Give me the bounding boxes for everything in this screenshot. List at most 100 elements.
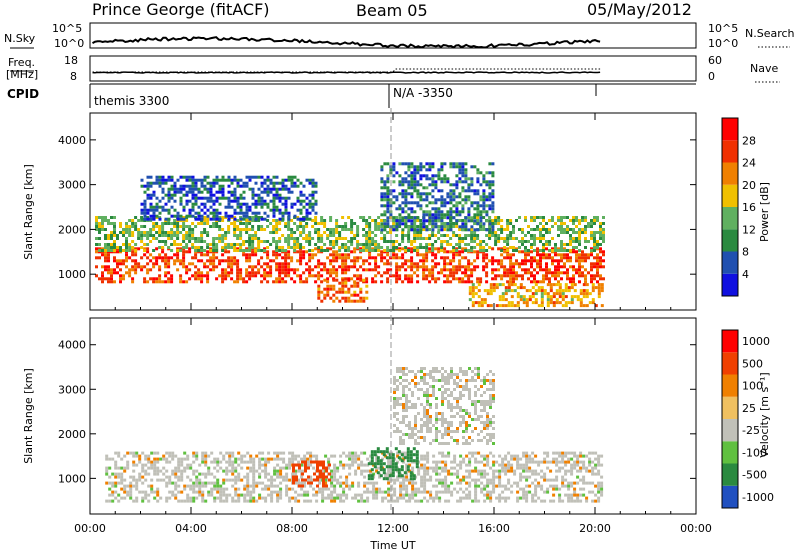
power-cell: [398, 162, 401, 165]
power-cell: [458, 280, 461, 283]
velocity-cell: [153, 491, 156, 494]
power-cell: [182, 228, 185, 231]
power-cell: [278, 246, 281, 249]
power-cell: [398, 265, 401, 268]
velocity-cell: [558, 488, 561, 491]
power-cell: [431, 213, 434, 216]
power-cell: [300, 209, 303, 212]
velocity-cell: [321, 494, 324, 497]
power-cell: [300, 182, 303, 185]
power-cell: [473, 228, 476, 231]
power-cell: [267, 194, 270, 197]
velocity-cell: [295, 479, 298, 482]
power-cell: [407, 183, 410, 186]
velocity-cell: [117, 482, 120, 485]
velocity-cell: [246, 476, 249, 479]
velocity-cell: [246, 452, 249, 455]
power-cell: [380, 231, 383, 234]
power-cell: [165, 194, 168, 197]
power-cell: [596, 243, 599, 246]
velocity-cell: [204, 485, 207, 488]
power-cell: [356, 294, 359, 297]
velocity-cell: [393, 488, 396, 491]
power-cell: [191, 262, 194, 265]
power-cell: [245, 240, 248, 243]
power-cell: [556, 298, 559, 301]
power-cell: [464, 265, 467, 268]
power-cell: [243, 185, 246, 188]
velocity-cell: [507, 461, 510, 464]
velocity-cell: [420, 476, 423, 479]
power-cell: [158, 234, 161, 237]
power-cell: [484, 289, 487, 292]
power-cell: [308, 274, 311, 277]
velocity-cell: [129, 485, 132, 488]
velocity-cell: [492, 482, 495, 485]
power-cell: [502, 292, 505, 295]
velocity-cell: [570, 464, 573, 467]
power-cell: [207, 209, 210, 212]
power-cell: [464, 271, 467, 274]
velocity-cell: [300, 470, 303, 473]
velocity-cell: [336, 494, 339, 497]
velocity-cell: [474, 500, 477, 503]
power-cell: [496, 286, 499, 289]
power-cell: [493, 286, 496, 289]
velocity-cell: [114, 497, 117, 500]
velocity-cell: [316, 464, 319, 467]
power-cell: [404, 189, 407, 192]
power-cell: [368, 256, 371, 259]
power-cell: [529, 298, 532, 301]
power-cell: [476, 207, 479, 210]
power-cell: [583, 295, 586, 298]
power-cell: [246, 203, 249, 206]
power-cell: [482, 240, 485, 243]
power-cell: [590, 225, 593, 228]
velocity-cell: [381, 497, 384, 500]
velocity-cell: [292, 467, 295, 470]
power-cell: [248, 259, 251, 262]
power-cell: [383, 225, 386, 228]
power-cell: [467, 189, 470, 192]
power-cell: [161, 246, 164, 249]
power-cell: [197, 240, 200, 243]
velocity-cell: [210, 452, 213, 455]
nsky-panel-frame: [90, 23, 696, 48]
power-cell: [278, 249, 281, 252]
power-cell: [164, 265, 167, 268]
power-cell: [228, 203, 231, 206]
power-cell: [577, 298, 580, 301]
velocity-cell: [396, 497, 399, 500]
power-cell: [332, 279, 335, 282]
power-cell: [584, 274, 587, 277]
velocity-cell: [366, 470, 369, 473]
power-cell: [572, 231, 575, 234]
velocity-cell: [123, 455, 126, 458]
power-cell: [189, 188, 192, 191]
power-cell: [416, 165, 419, 168]
velocity-cell: [144, 491, 147, 494]
power-cell: [149, 268, 152, 271]
velocity-cell: [279, 491, 282, 494]
power-cell: [437, 231, 440, 234]
velocity-cell: [333, 464, 336, 467]
velocity-cell: [243, 461, 246, 464]
velocity-cell: [354, 458, 357, 461]
power-cell: [282, 203, 285, 206]
power-cell: [374, 268, 377, 271]
power-cell: [134, 249, 137, 252]
velocity-cell: [579, 479, 582, 482]
power-cell: [278, 222, 281, 225]
velocity-cell: [504, 488, 507, 491]
velocity-cell: [298, 467, 301, 470]
power-cell: [257, 262, 260, 265]
power-cell: [248, 243, 251, 246]
velocity-cell: [507, 488, 510, 491]
power-cell: [269, 243, 272, 246]
power-cell: [155, 259, 158, 262]
power-cell: [344, 297, 347, 300]
velocity-cell: [123, 470, 126, 473]
power-cell: [419, 198, 422, 201]
power-cell: [527, 231, 530, 234]
velocity-cell: [399, 491, 402, 494]
